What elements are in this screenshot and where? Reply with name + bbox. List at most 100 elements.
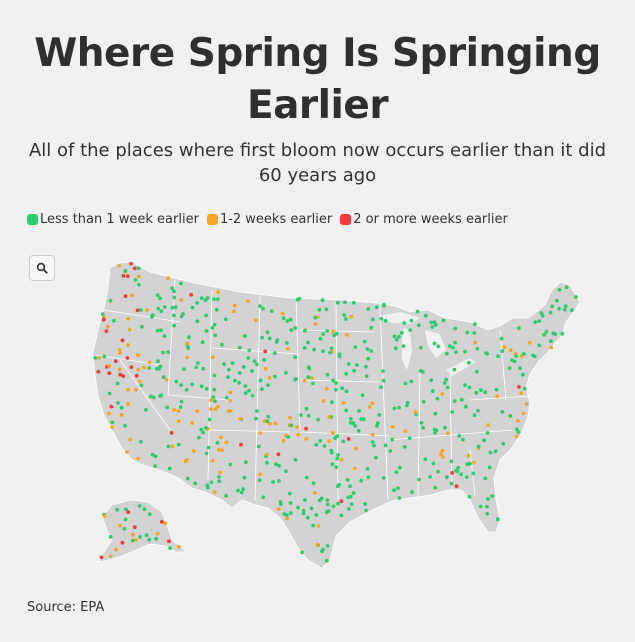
search-button[interactable]	[29, 255, 55, 281]
bloom-site-dot	[123, 423, 127, 428]
bloom-site-dot	[327, 415, 332, 419]
bloom-site-dot	[199, 427, 204, 432]
bloom-site-dot	[212, 322, 217, 327]
bloom-site-dot	[320, 549, 324, 554]
bloom-site-dot	[324, 386, 329, 391]
bloom-site-dot	[544, 329, 549, 334]
bloom-site-dot	[518, 366, 522, 371]
bloom-site-dot	[487, 465, 492, 470]
bloom-site-dot	[423, 313, 428, 318]
bloom-site-dot	[344, 389, 349, 394]
bloom-site-dot	[102, 354, 107, 359]
bloom-site-dot	[317, 498, 322, 503]
bloom-site-dot	[429, 378, 434, 383]
red-dot-icon	[340, 213, 352, 225]
bloom-site-dot	[325, 498, 330, 503]
bloom-site-dot	[516, 418, 520, 423]
bloom-site-dot	[149, 394, 154, 399]
chart-subtitle: All of the places where first bloom now …	[28, 140, 607, 186]
bloom-site-dot	[260, 335, 264, 340]
bloom-site-dot	[201, 366, 206, 371]
bloom-site-dot	[204, 313, 209, 318]
bloom-site-dot	[159, 328, 163, 333]
bloom-site-dot	[517, 385, 521, 389]
bloom-site-dot	[341, 439, 346, 444]
bloom-site-dot	[330, 400, 334, 405]
bloom-site-dot	[155, 293, 160, 298]
bloom-site-dot	[218, 435, 223, 440]
bloom-site-dot	[150, 313, 155, 317]
bloom-site-dot	[397, 334, 401, 339]
bloom-site-dot	[108, 298, 113, 303]
bloom-site-dot	[124, 507, 128, 512]
bloom-site-dot	[374, 455, 378, 460]
bloom-site-dot	[154, 536, 159, 541]
bloom-site-dot	[168, 546, 173, 550]
bloom-site-dot	[432, 341, 437, 346]
bloom-site-dot	[486, 497, 490, 501]
bloom-site-dot	[136, 456, 141, 461]
bloom-site-dot	[459, 397, 464, 402]
bloom-site-dot	[174, 379, 179, 384]
bloom-site-dot	[447, 344, 452, 348]
bloom-site-dot	[302, 328, 307, 333]
bloom-site-dot	[139, 439, 143, 444]
bloom-site-dot	[293, 457, 298, 462]
bloom-site-dot	[496, 517, 500, 522]
bloom-site-dot	[302, 346, 307, 350]
bloom-site-dot	[390, 437, 395, 442]
bloom-site-dot	[134, 387, 138, 392]
bloom-site-dot	[213, 399, 218, 403]
bloom-site-dot	[133, 278, 138, 282]
bloom-site-dot	[178, 281, 183, 286]
bloom-site-dot	[388, 449, 393, 453]
bloom-site-dot	[314, 443, 319, 447]
bloom-site-dot	[325, 329, 330, 333]
green-dot-icon	[27, 213, 38, 225]
bloom-site-dot	[195, 409, 200, 414]
bloom-site-dot	[207, 417, 212, 422]
bloom-site-dot	[401, 344, 406, 348]
bloom-site-dot	[327, 439, 332, 444]
bloom-site-dot	[311, 523, 316, 528]
bloom-site-dot	[114, 547, 118, 552]
us-map[interactable]	[0, 250, 635, 590]
bloom-site-dot	[273, 421, 278, 426]
bloom-site-dot	[220, 448, 225, 453]
bloom-site-dot	[331, 431, 335, 435]
bloom-site-dot	[247, 348, 252, 353]
bloom-site-dot	[211, 395, 216, 400]
bloom-site-dot	[549, 339, 553, 344]
bloom-site-dot	[301, 508, 306, 513]
bloom-site-dot	[281, 438, 286, 443]
bloom-site-dot	[369, 349, 374, 353]
bloom-site-dot	[344, 408, 349, 413]
bloom-site-dot	[295, 425, 300, 430]
bloom-site-dot	[330, 462, 335, 467]
bloom-site-dot	[237, 371, 242, 375]
bloom-site-dot	[172, 295, 177, 300]
bloom-site-dot	[436, 469, 440, 474]
bloom-site-dot	[365, 466, 370, 471]
bloom-site-dot	[403, 429, 408, 433]
bloom-site-dot	[285, 346, 290, 351]
bloom-site-dot	[441, 318, 446, 323]
legend-label: 2 or more weeks earlier	[353, 211, 508, 227]
bloom-site-dot	[238, 417, 243, 421]
bloom-site-dot	[200, 340, 205, 345]
bloom-site-dot	[136, 367, 141, 372]
bloom-site-dot	[451, 345, 455, 350]
bloom-site-dot	[345, 478, 350, 482]
bloom-site-dot	[359, 478, 364, 483]
bloom-site-dot	[464, 404, 468, 409]
bloom-site-dot	[201, 430, 206, 435]
bloom-site-dot	[341, 401, 346, 405]
bloom-site-dot	[374, 305, 379, 310]
bloom-site-dot	[548, 310, 553, 315]
bloom-site-dot	[573, 295, 578, 299]
bloom-site-dot	[442, 381, 447, 385]
bloom-site-dot	[130, 293, 134, 298]
bloom-site-dot	[340, 386, 345, 390]
bloom-site-dot	[331, 378, 335, 383]
bloom-site-dot	[370, 401, 375, 406]
